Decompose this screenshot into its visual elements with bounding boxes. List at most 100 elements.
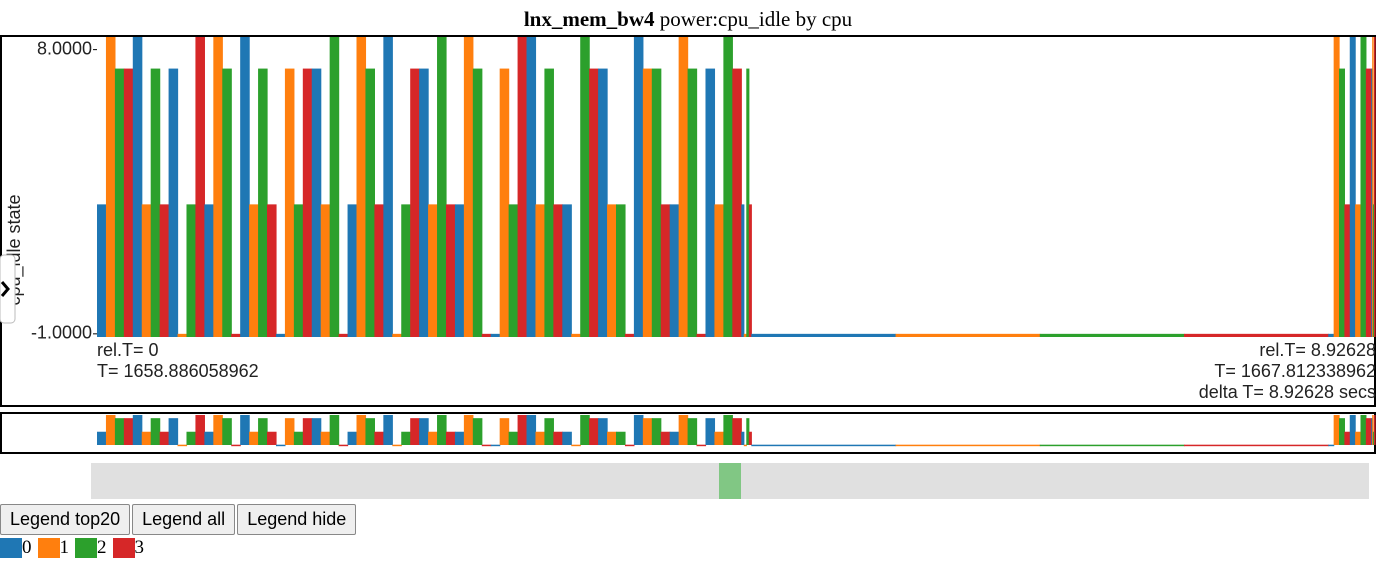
legend-item[interactable]: 1 [37, 537, 70, 559]
bar [222, 68, 232, 337]
overview-bar [517, 415, 528, 445]
legend-button[interactable]: Legend top20 [0, 504, 131, 535]
scrollbar-thumb[interactable] [719, 463, 741, 499]
legend: 0 1 2 3 [0, 537, 150, 559]
bar [678, 37, 689, 337]
overview-bar [463, 415, 474, 445]
bar [607, 204, 617, 337]
overview-bar [1333, 415, 1340, 445]
overview-bar [1184, 444, 1329, 447]
overview-bar [213, 415, 223, 445]
bar [723, 37, 733, 337]
overview-bar [714, 431, 724, 445]
overview-bar [97, 431, 107, 445]
legend-item[interactable]: 0 [0, 537, 32, 559]
bar [1373, 204, 1375, 337]
chart-title: lnx_mem_bw4 power:cpu_idle by cpu [524, 7, 853, 31]
overview-bar [419, 418, 429, 445]
bar [302, 68, 313, 337]
bar [141, 204, 152, 337]
bar [751, 333, 897, 337]
overview-bar [365, 418, 375, 445]
bar [132, 37, 143, 337]
bar [338, 333, 349, 337]
overview-bar [1328, 444, 1335, 447]
legend-item[interactable]: 3 [112, 537, 145, 559]
bar [392, 333, 402, 337]
overview-bar [428, 431, 438, 445]
overview-bar [607, 431, 617, 445]
overview-bar [544, 418, 554, 445]
bar [895, 333, 1041, 337]
bar [123, 68, 134, 337]
legend-button[interactable]: Legend hide [237, 504, 357, 535]
bar [1374, 37, 1376, 337]
bar [240, 37, 250, 337]
overview-plot [97, 415, 1376, 447]
chart: lnx_mem_bw4 power:cpu_idle by cpu cpu_id… [0, 7, 1376, 499]
overview-bar [748, 431, 752, 445]
overview-bar [705, 418, 716, 445]
overview-bar [410, 418, 420, 445]
overview-bar [186, 431, 197, 445]
overview-bar [598, 418, 608, 445]
overview-bar [249, 431, 259, 445]
overview-bar [651, 418, 662, 445]
overview-bar [329, 415, 340, 445]
overview-bar [437, 415, 447, 445]
overview-bar [150, 418, 161, 445]
bar [508, 204, 519, 337]
overview-bar [535, 431, 546, 445]
bar [714, 204, 724, 337]
bar [598, 68, 608, 337]
bar [616, 204, 626, 337]
legend-label: 3 [134, 537, 145, 558]
time-annotation: rel.T= 8.92628 [1259, 340, 1376, 360]
bar [275, 333, 286, 337]
overview-bar [553, 431, 563, 445]
overview-bar [302, 418, 313, 445]
overview-bar [240, 415, 250, 445]
bar [1349, 37, 1356, 337]
bar [454, 204, 465, 337]
legend-label: 1 [59, 537, 70, 558]
overview-bar [741, 431, 745, 445]
bar [589, 68, 599, 337]
overview-bar [490, 444, 501, 447]
y-tick-label: -1.0000 [31, 323, 92, 343]
bar [374, 204, 384, 337]
bar [311, 68, 322, 337]
overview-bar [472, 418, 483, 445]
bar [437, 37, 447, 337]
legend-button[interactable]: Legend all [132, 504, 236, 535]
overview-bar [746, 418, 750, 445]
bar [445, 204, 456, 337]
bar [356, 37, 367, 337]
bar [705, 68, 716, 337]
overview-bar [454, 431, 465, 445]
bar [231, 333, 241, 337]
overview-bar [231, 444, 241, 447]
overview-bar [696, 444, 707, 447]
overview-bar [723, 415, 733, 445]
bar [1372, 37, 1374, 337]
overview-bar [1372, 415, 1374, 445]
bar [544, 68, 554, 337]
plot [97, 37, 1376, 337]
overview-bar [392, 444, 402, 447]
chevron-icon [0, 281, 10, 297]
bar [204, 204, 214, 337]
legend-swatch [75, 538, 97, 558]
bar [562, 204, 572, 337]
bar [1355, 204, 1362, 337]
bar [320, 204, 331, 337]
bar [258, 68, 268, 337]
overview-bar [624, 444, 635, 447]
bar [1360, 37, 1367, 337]
overview-bar [445, 431, 456, 445]
overview-bar [383, 415, 393, 445]
legend-item[interactable]: 2 [75, 537, 107, 559]
bar [481, 333, 492, 337]
bar [428, 204, 438, 337]
overview-bar [284, 418, 295, 445]
